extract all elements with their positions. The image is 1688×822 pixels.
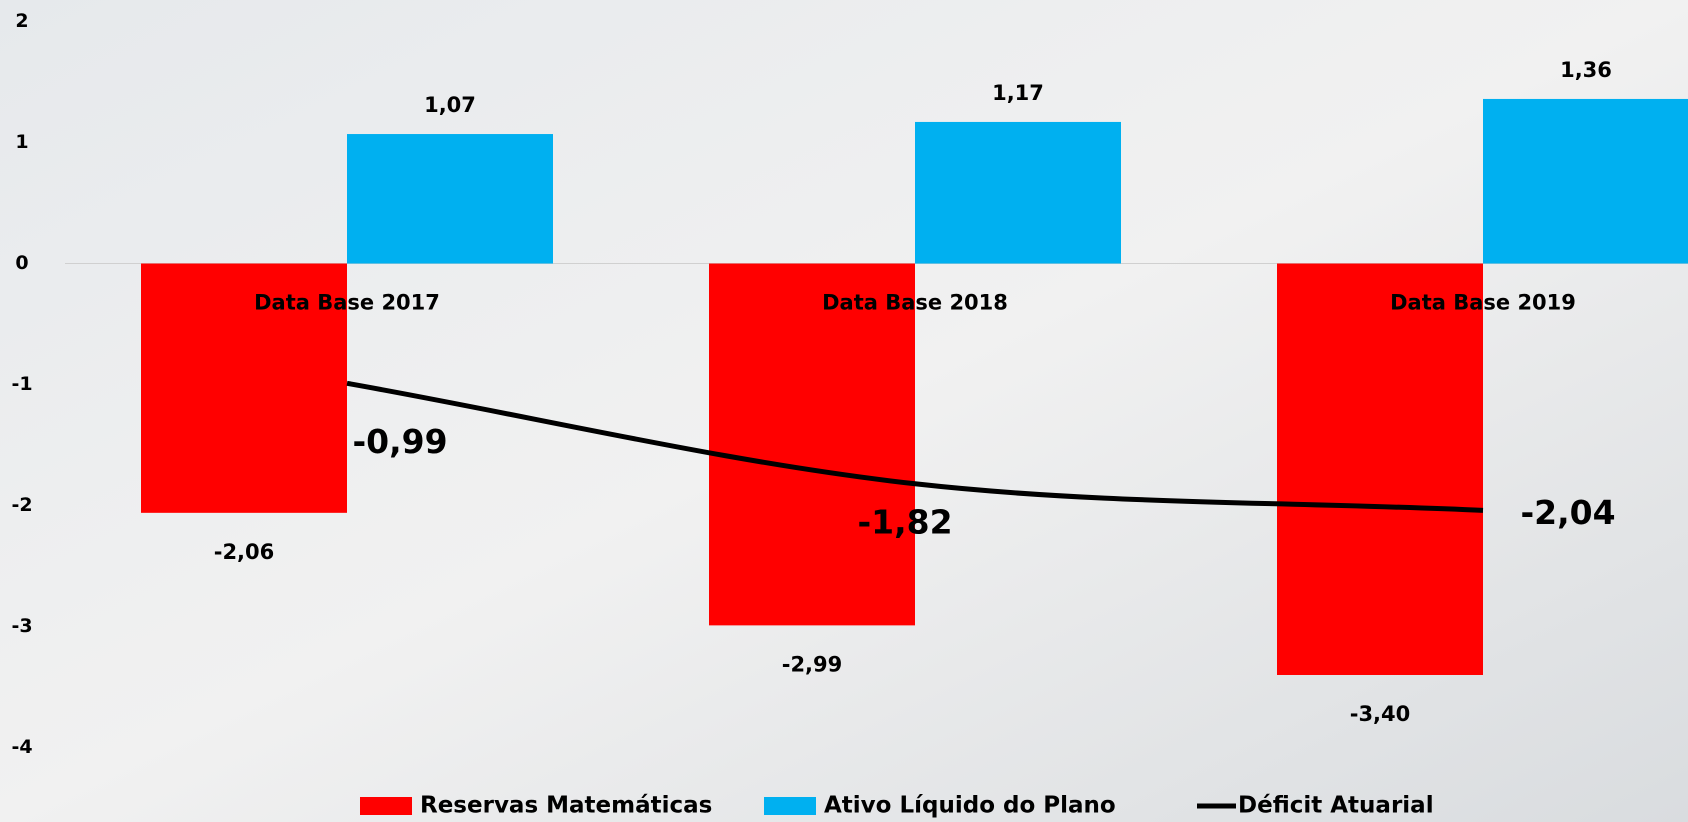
legend-swatch xyxy=(764,797,816,815)
line-label: -0,99 xyxy=(352,422,447,461)
legend-swatch xyxy=(360,797,412,815)
data-label: 1,36 xyxy=(1560,58,1612,82)
legend-label: Reservas Matemáticas xyxy=(420,793,712,819)
y-tick-label: 2 xyxy=(15,10,28,32)
line-label: -2,04 xyxy=(1520,493,1615,532)
y-tick-label: -1 xyxy=(11,373,32,395)
x-tick-label: Data Base 2017 xyxy=(254,291,440,315)
data-label: 1,07 xyxy=(424,93,476,117)
bar xyxy=(1277,263,1483,675)
legend-label: Déficit Atuarial xyxy=(1238,793,1434,819)
bar xyxy=(709,263,915,626)
bar xyxy=(141,263,347,513)
x-tick-label: Data Base 2019 xyxy=(1390,291,1576,315)
data-label: -2,99 xyxy=(782,652,843,676)
y-tick-label: 0 xyxy=(15,252,28,274)
data-label: -2,06 xyxy=(214,540,275,564)
bar xyxy=(915,121,1121,264)
data-label: 1,17 xyxy=(992,81,1044,105)
y-tick-label: -3 xyxy=(11,615,32,637)
y-tick-label: -2 xyxy=(11,494,32,516)
legend-label: Ativo Líquido do Plano xyxy=(824,793,1116,819)
data-label: -3,40 xyxy=(1350,702,1411,726)
line xyxy=(346,380,1484,513)
line-label: -1,82 xyxy=(857,502,952,541)
bar xyxy=(347,134,553,264)
y-tick-label: -4 xyxy=(11,736,32,758)
bar xyxy=(1483,98,1688,264)
x-tick-label: Data Base 2018 xyxy=(822,291,1008,315)
y-tick-label: 1 xyxy=(15,131,28,153)
